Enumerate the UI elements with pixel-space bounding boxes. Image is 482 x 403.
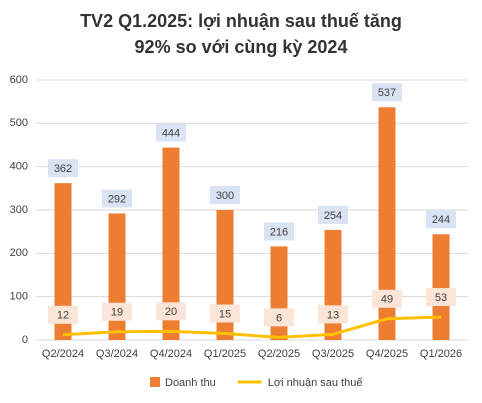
x-tick-label: Q2/2025 xyxy=(258,348,300,360)
data-label-box xyxy=(264,308,294,327)
legend-swatch xyxy=(150,377,160,387)
data-label-box xyxy=(318,205,348,224)
data-label-box xyxy=(210,186,240,204)
bar xyxy=(108,213,126,340)
chart-title: 92% so với cùng kỳ 2024 xyxy=(135,37,348,57)
x-tick-label: Q4/2024 xyxy=(150,348,192,360)
data-label-box xyxy=(264,222,294,241)
data-label-box xyxy=(102,302,132,321)
line xyxy=(62,315,442,339)
data-label: 300 xyxy=(216,190,234,202)
bar xyxy=(162,147,180,340)
data-label-box xyxy=(372,289,402,308)
data-label: 53 xyxy=(435,292,447,304)
x-tick-label: Q4/2025 xyxy=(366,348,408,360)
data-label: 12 xyxy=(57,310,69,322)
data-label-box xyxy=(318,305,348,324)
data-label: 216 xyxy=(270,226,288,238)
chart-title: TV2 Q1.2025: lợi nhuận sau thuế tăng xyxy=(80,11,402,31)
data-label-box xyxy=(372,83,402,102)
data-label-box xyxy=(156,123,186,142)
x-tick-label: Q3/2024 xyxy=(96,348,138,360)
y-tick-label: 200 xyxy=(10,247,28,259)
data-label-box xyxy=(48,159,78,178)
bar xyxy=(378,107,396,340)
data-label: 254 xyxy=(324,210,342,222)
data-label-box xyxy=(102,189,132,208)
y-tick-label: 0 xyxy=(22,334,28,346)
data-label: 537 xyxy=(378,87,396,99)
x-tick-label: Q1/2025 xyxy=(204,348,246,360)
data-label: 15 xyxy=(219,308,231,320)
data-label: 292 xyxy=(108,193,126,205)
data-label: 49 xyxy=(381,294,393,306)
data-label: 362 xyxy=(54,163,72,175)
data-label-box xyxy=(426,288,456,307)
legend-label: Doanh thu xyxy=(165,377,216,389)
data-label: 13 xyxy=(327,309,339,321)
y-tick-label: 500 xyxy=(10,117,28,129)
legend-label: Lợi nhuận sau thuế xyxy=(268,377,363,389)
y-tick-label: 300 xyxy=(10,204,28,216)
x-tick-label: Q3/2025 xyxy=(312,348,354,360)
bar xyxy=(324,229,342,340)
bar xyxy=(54,183,72,340)
data-label: 19 xyxy=(111,307,123,319)
data-label-box xyxy=(210,304,240,323)
bar xyxy=(432,234,450,340)
data-label-box xyxy=(48,305,78,324)
data-label-box xyxy=(426,210,456,229)
y-tick-label: 600 xyxy=(10,74,28,86)
data-label: 444 xyxy=(162,128,180,140)
y-tick-label: 400 xyxy=(10,161,28,173)
data-label: 244 xyxy=(432,214,450,226)
data-label: 6 xyxy=(276,312,282,324)
y-tick-label: 100 xyxy=(10,291,28,303)
data-label-box xyxy=(156,302,186,321)
x-tick-label: Q1/2026 xyxy=(420,348,462,360)
data-label: 20 xyxy=(165,306,177,318)
x-tick-label: Q2/2024 xyxy=(42,348,84,360)
